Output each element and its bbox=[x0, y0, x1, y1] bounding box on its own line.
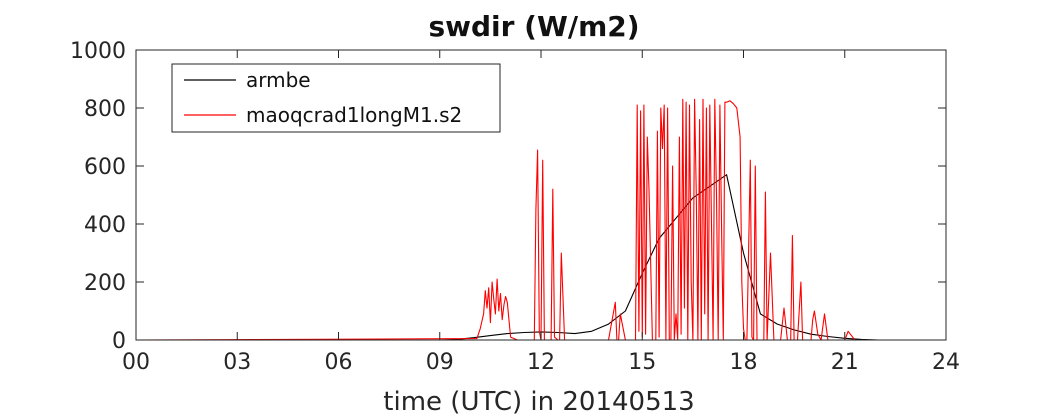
x-tick-label: 06 bbox=[325, 350, 353, 375]
chart-title: swdir (W/m2) bbox=[428, 10, 639, 43]
y-tick-label: 1000 bbox=[70, 39, 126, 64]
x-tick-label: 09 bbox=[426, 350, 454, 375]
y-tick-label: 600 bbox=[84, 155, 126, 180]
y-tick-label: 800 bbox=[84, 97, 126, 122]
legend-box bbox=[171, 63, 501, 133]
x-axis-label: time (UTC) in 20140513 bbox=[383, 387, 694, 417]
y-tick-label: 0 bbox=[112, 329, 126, 354]
series-line-maoqcrad1longM1.s2 bbox=[135, 98, 946, 341]
x-tick-label: 00 bbox=[122, 350, 150, 375]
y-axis-ticks: 0 200 400 600 800 1000 bbox=[70, 39, 946, 354]
legend-label-armbe: armbe bbox=[246, 68, 311, 92]
legend-label-maoqcrad: maoqcrad1longM1.s2 bbox=[246, 103, 462, 127]
y-tick-label: 200 bbox=[84, 271, 126, 296]
x-tick-label: 15 bbox=[628, 350, 656, 375]
x-tick-label: 03 bbox=[223, 350, 251, 375]
x-tick-label: 18 bbox=[730, 350, 758, 375]
y-tick-label: 400 bbox=[84, 213, 126, 238]
x-tick-label: 12 bbox=[527, 350, 555, 375]
x-tick-label: 21 bbox=[831, 350, 859, 375]
legend: armbe maoqcrad1longM1.s2 bbox=[171, 63, 501, 133]
x-tick-label: 24 bbox=[932, 350, 960, 375]
x-axis-ticks: 00 03 06 09 12 15 18 21 24 bbox=[122, 50, 960, 375]
series-line-armbe bbox=[136, 174, 946, 341]
